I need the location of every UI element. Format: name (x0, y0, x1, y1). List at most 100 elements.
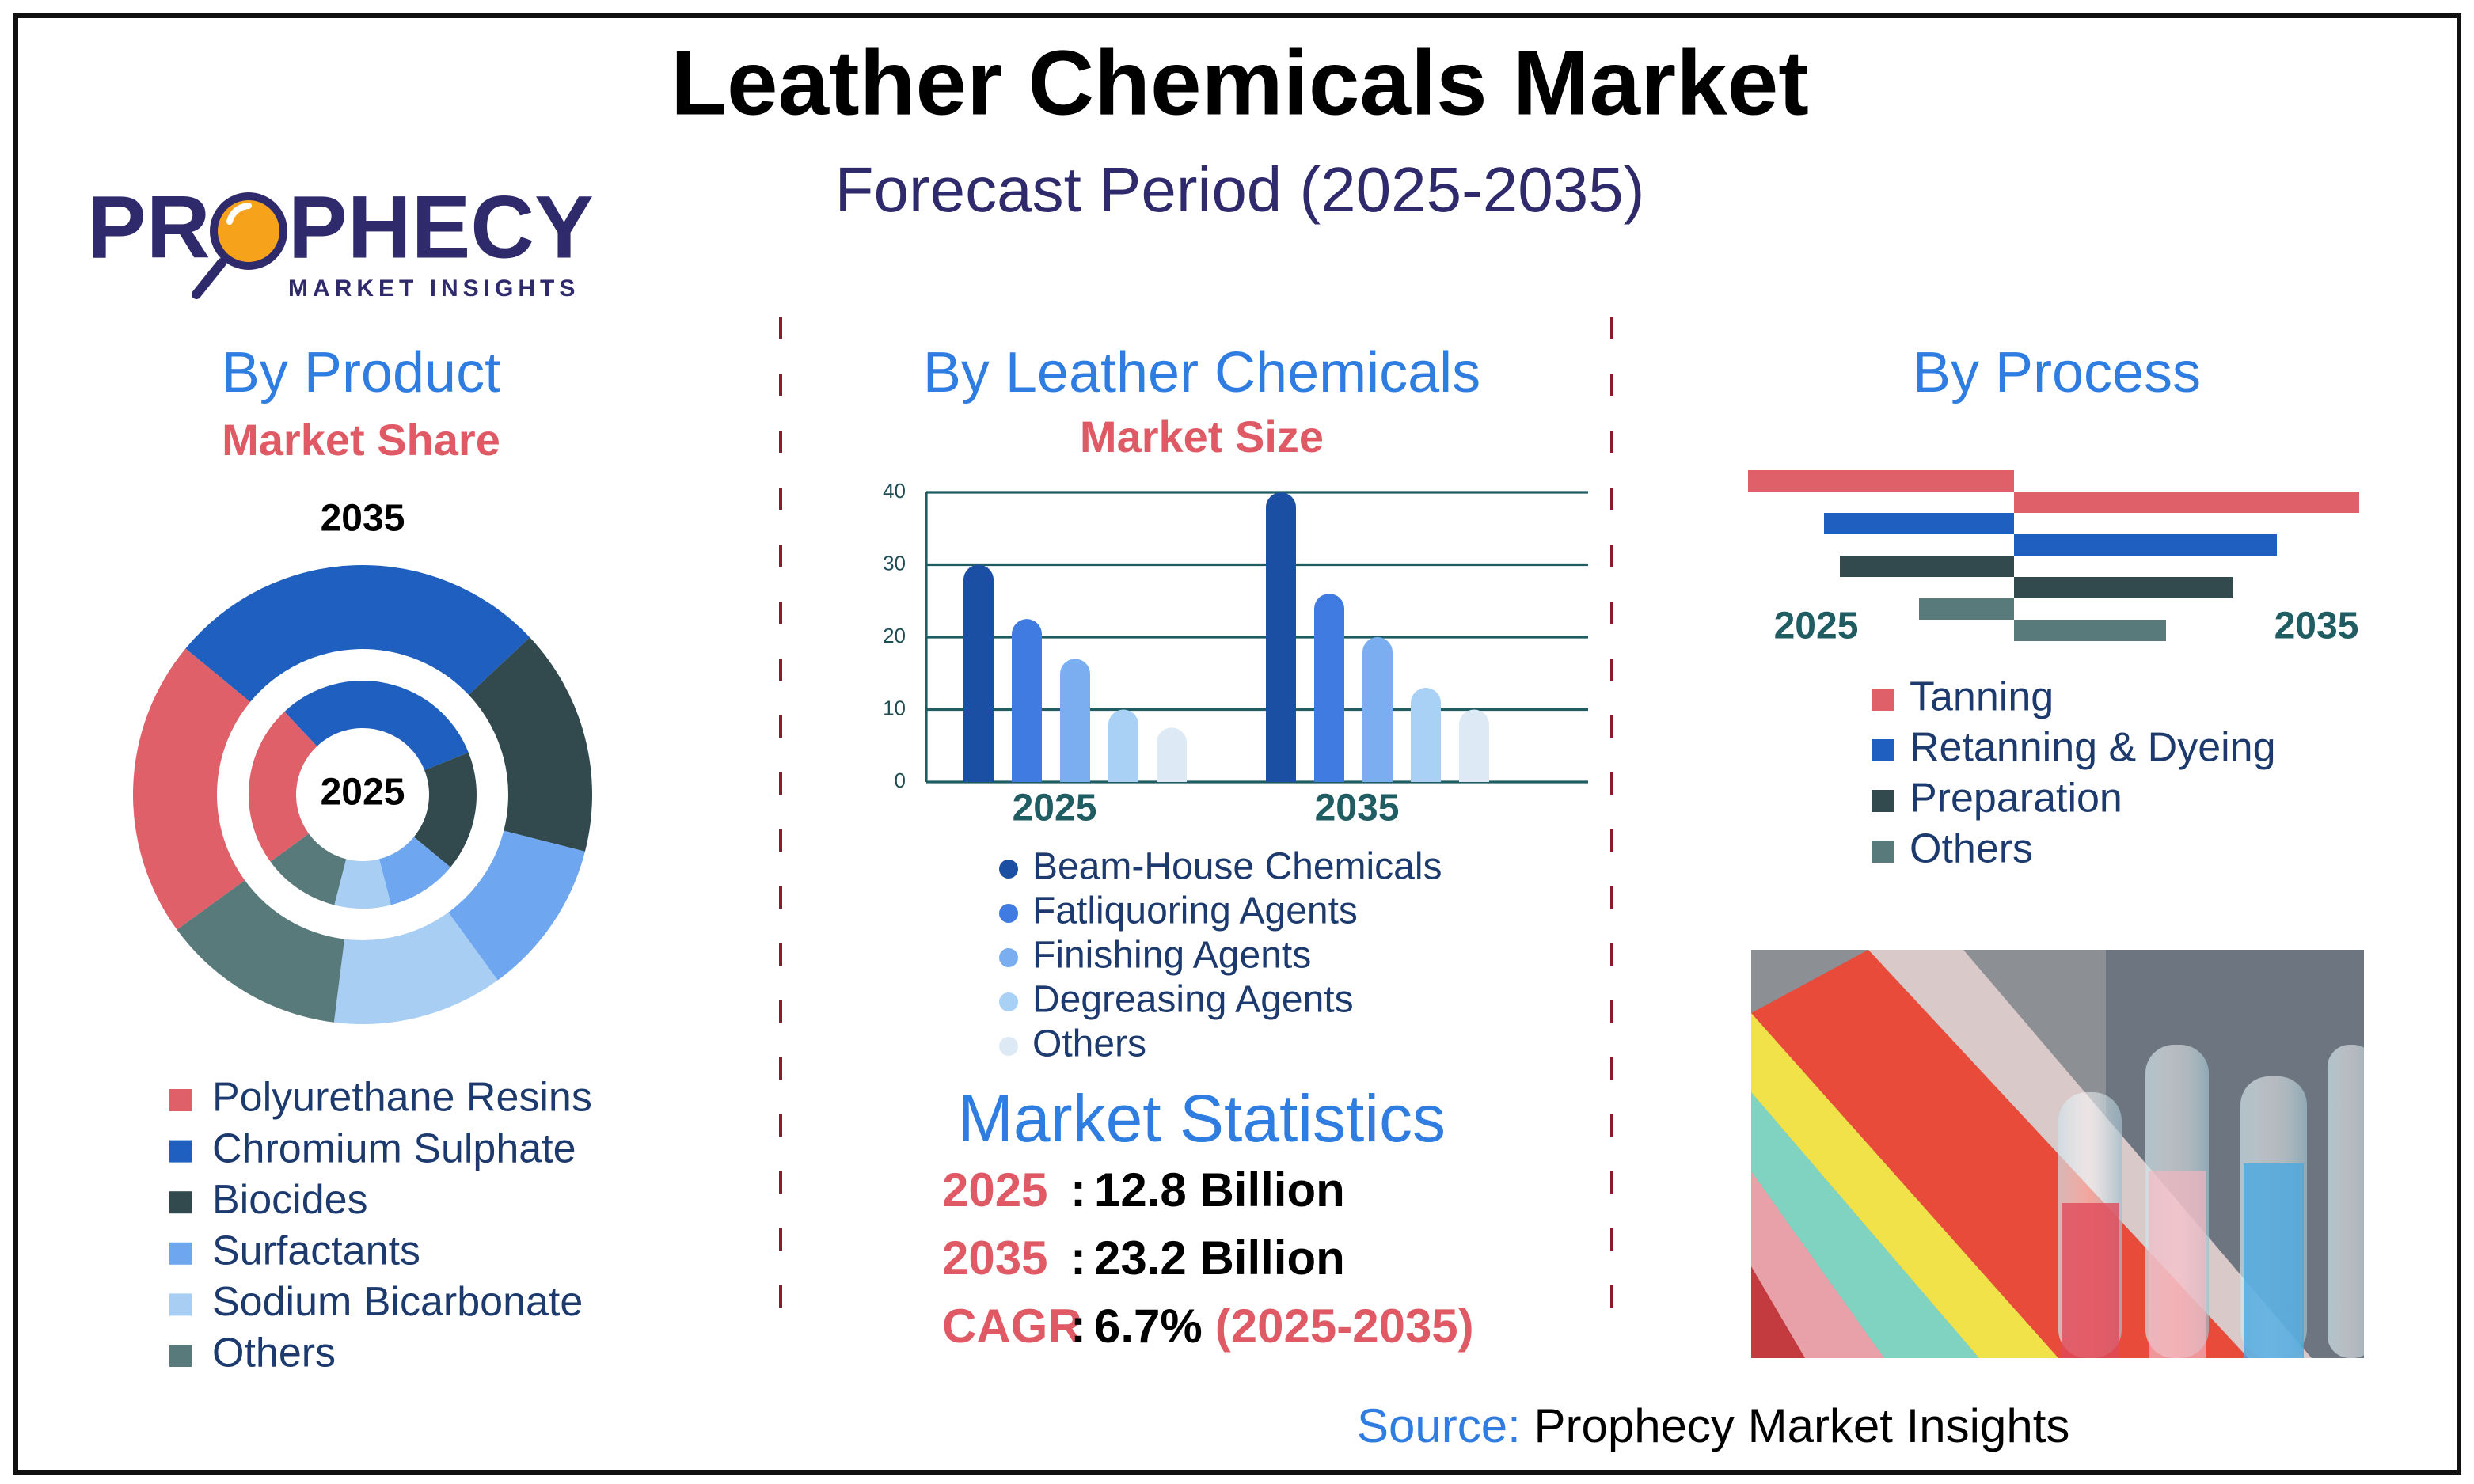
donut-segment (334, 859, 391, 909)
stat-value-text: 12.8 Billion (1094, 1163, 1345, 1216)
bar (1266, 492, 1296, 782)
donut-segment (270, 833, 347, 905)
legend-label: Biocides (212, 1177, 368, 1223)
legend-swatch (169, 1242, 192, 1265)
donut-segment (469, 637, 592, 852)
donut-segment (185, 564, 530, 702)
source: Source: Prophecy Market Insights (1357, 1399, 2069, 1452)
legend-label: Beam-House Chemicals (1032, 846, 1442, 888)
ring-label: 2025 (321, 772, 405, 814)
stat-label: 2025 (942, 1163, 1047, 1216)
y-tick-label: 30 (883, 551, 906, 575)
stat-label: 2035 (942, 1232, 1047, 1285)
donut-segment (378, 837, 451, 905)
legend-label: Retanning & Dyeing (1910, 725, 2276, 771)
donut-segment (448, 830, 585, 981)
bar (2014, 492, 2359, 513)
bar (2014, 577, 2233, 598)
donut-segment (249, 712, 317, 862)
stat-value: 6.7% (2025-2035) (1094, 1300, 1474, 1353)
legend-label: Polyurethane Resins (212, 1075, 592, 1121)
legend-swatch (1872, 689, 1894, 711)
legend-swatch (999, 992, 1018, 1011)
section-title: By Process (1913, 341, 2201, 404)
stat-separator: : (1070, 1300, 1086, 1353)
section-subtitle: Market Size (1080, 412, 1324, 461)
bar (963, 564, 994, 782)
stat-value: 12.8 Billion (1094, 1163, 1345, 1216)
bar (1824, 513, 2014, 534)
statistics-title: Market Statistics (958, 1081, 1446, 1156)
page-subtitle: Forecast Period (2025-2035) (835, 154, 1645, 225)
legend-label: Others (1032, 1023, 1146, 1065)
bar (1748, 470, 2014, 492)
logo-tagline: MARKET INSIGHTS (288, 275, 580, 302)
stat-value-text: 6.7% (1094, 1300, 1203, 1353)
series-label: 2025 (1774, 605, 1859, 647)
logo-glint (226, 203, 252, 225)
legend-label: Others (212, 1330, 336, 1376)
legend-swatch (999, 948, 1018, 967)
legend-swatch (169, 1191, 192, 1214)
stat-value: 23.2 Billion (1094, 1232, 1345, 1285)
bar (1060, 659, 1090, 782)
x-tick-label: 2025 (1013, 788, 1097, 829)
bar (1840, 556, 2014, 577)
bar (1362, 637, 1393, 782)
statistics: Market Statistics 2025:12.8 Billion2035:… (942, 1081, 1474, 1353)
ring-label: 2035 (321, 498, 405, 540)
bar (1459, 709, 1489, 782)
legend-swatch (169, 1345, 192, 1367)
legend-swatch (999, 1037, 1018, 1056)
bar (2014, 534, 2277, 556)
legend-label: Surfactants (212, 1228, 420, 1274)
bar (1157, 727, 1187, 782)
section-subtitle: Market Share (222, 415, 500, 465)
photo (1751, 950, 2364, 1358)
legend-swatch (169, 1140, 192, 1163)
legend-swatch (1872, 739, 1894, 761)
y-tick-label: 0 (895, 769, 906, 792)
legend-swatch (999, 860, 1018, 879)
donut-segment (333, 912, 498, 1025)
logo-handle (192, 258, 226, 299)
legend-label: Finishing Agents (1032, 935, 1311, 977)
donut-segment (413, 752, 477, 867)
bar (2014, 620, 2166, 641)
source-text: Prophecy Market Insights (1533, 1399, 2069, 1452)
legend-swatch (169, 1293, 192, 1316)
stat-note: (2025-2035) (1215, 1300, 1474, 1353)
stat-label: CAGR (942, 1300, 1082, 1353)
legend-label: Others (1910, 826, 2033, 872)
section-title: By Leather Chemicals (923, 341, 1480, 404)
x-tick-label: 2035 (1315, 788, 1400, 829)
legend-label: Fatliquoring Agents (1032, 890, 1358, 932)
y-tick-label: 20 (883, 624, 906, 647)
bar (1012, 619, 1042, 782)
stat-separator: : (1070, 1232, 1086, 1285)
donut-segment (284, 681, 469, 771)
section-title: By Product (222, 341, 500, 404)
source-label: Source: (1357, 1399, 1521, 1452)
legend-swatch (1872, 841, 1894, 863)
y-tick-label: 10 (883, 696, 906, 719)
series-label: 2035 (2274, 605, 2359, 647)
donut-segment (132, 648, 251, 930)
logo: PR PHECY MARKET INSIGHTS (87, 178, 594, 302)
legend-label: Sodium Bicarbonate (212, 1279, 583, 1325)
stat-value-text: 23.2 Billion (1094, 1232, 1345, 1285)
donut-segment (177, 880, 345, 1023)
y-tick-label: 40 (883, 479, 906, 503)
legend-swatch (1872, 790, 1894, 812)
legend-label: Tanning (1910, 674, 2054, 720)
logo-text: PHECY (288, 178, 594, 277)
bar (1314, 594, 1344, 782)
bar (1108, 709, 1138, 782)
logo-text: PR (87, 178, 211, 277)
legend-label: Degreasing Agents (1032, 979, 1354, 1021)
legend-label: Preparation (1910, 776, 2122, 822)
bar (1411, 688, 1441, 782)
legend-label: Chromium Sulphate (212, 1125, 576, 1171)
legend-swatch (169, 1089, 192, 1111)
